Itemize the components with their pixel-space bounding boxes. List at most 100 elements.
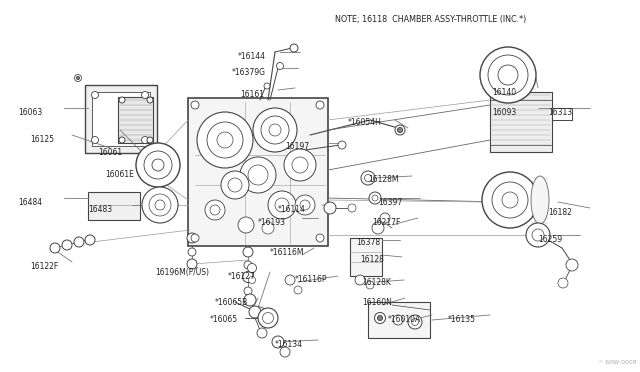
Circle shape	[221, 171, 249, 199]
Circle shape	[369, 192, 381, 204]
Circle shape	[488, 55, 528, 95]
Circle shape	[149, 194, 171, 216]
Circle shape	[280, 347, 290, 357]
Circle shape	[316, 234, 324, 242]
Circle shape	[276, 62, 284, 70]
Circle shape	[372, 195, 378, 201]
Bar	[85, 85, 157, 153]
Circle shape	[269, 124, 281, 136]
Circle shape	[243, 272, 253, 282]
Text: *16116P: *16116P	[295, 275, 328, 284]
Circle shape	[284, 149, 316, 181]
Circle shape	[378, 315, 383, 321]
Text: 16259: 16259	[538, 235, 562, 244]
Text: 16128K: 16128K	[362, 278, 391, 287]
Circle shape	[238, 217, 254, 233]
Circle shape	[155, 200, 165, 210]
Circle shape	[558, 278, 568, 288]
Circle shape	[338, 141, 346, 149]
Bar	[118, 97, 153, 143]
Text: 16197: 16197	[285, 142, 309, 151]
Circle shape	[295, 195, 315, 215]
Circle shape	[365, 174, 371, 182]
Circle shape	[228, 178, 242, 192]
Text: 16484: 16484	[18, 198, 42, 207]
Circle shape	[366, 281, 374, 289]
Text: NOTE; 16118  CHAMBER ASSY-THROTTLE (INC.*): NOTE; 16118 CHAMBER ASSY-THROTTLE (INC.*…	[335, 15, 526, 24]
Circle shape	[191, 101, 199, 109]
Circle shape	[498, 65, 518, 85]
Circle shape	[244, 261, 252, 269]
Circle shape	[244, 294, 256, 306]
Circle shape	[275, 198, 289, 212]
Circle shape	[257, 328, 267, 338]
Circle shape	[526, 223, 550, 247]
Circle shape	[292, 157, 308, 173]
Text: 16122F: 16122F	[30, 262, 58, 271]
Circle shape	[249, 306, 261, 318]
Circle shape	[144, 151, 172, 179]
Text: *16010A: *16010A	[388, 315, 421, 324]
Text: 16061: 16061	[98, 148, 122, 157]
Circle shape	[380, 213, 390, 223]
Text: 16128: 16128	[360, 255, 384, 264]
Circle shape	[248, 263, 257, 273]
Circle shape	[188, 248, 196, 256]
Circle shape	[290, 44, 298, 52]
Circle shape	[492, 182, 528, 218]
Circle shape	[480, 47, 536, 103]
Circle shape	[187, 233, 197, 243]
Circle shape	[248, 276, 255, 283]
Text: ^ 60W 0008: ^ 60W 0008	[598, 360, 637, 365]
Circle shape	[74, 74, 81, 81]
Circle shape	[191, 234, 199, 242]
Text: 16196M(F/US): 16196M(F/US)	[155, 268, 209, 277]
Circle shape	[262, 312, 273, 324]
Circle shape	[147, 97, 153, 103]
Text: *16116M: *16116M	[270, 248, 305, 257]
Text: 16093: 16093	[492, 108, 516, 117]
Bar	[350, 238, 382, 276]
Circle shape	[268, 191, 296, 219]
Circle shape	[482, 172, 538, 228]
Circle shape	[316, 101, 324, 109]
Circle shape	[566, 259, 578, 271]
Circle shape	[205, 200, 225, 220]
Text: *16054H: *16054H	[348, 118, 382, 127]
Circle shape	[92, 92, 99, 99]
Circle shape	[119, 97, 125, 103]
Circle shape	[240, 157, 276, 193]
Circle shape	[361, 171, 375, 185]
Circle shape	[255, 307, 265, 317]
Circle shape	[141, 92, 148, 99]
Circle shape	[355, 275, 365, 285]
Text: *16065: *16065	[210, 315, 238, 324]
Circle shape	[210, 205, 220, 215]
Circle shape	[348, 204, 356, 212]
Circle shape	[119, 137, 125, 143]
Text: 16061E: 16061E	[105, 170, 134, 179]
Text: *16379G: *16379G	[232, 68, 266, 77]
Circle shape	[532, 229, 544, 241]
Text: 16378: 16378	[356, 238, 380, 247]
Circle shape	[372, 222, 384, 234]
Text: *16193: *16193	[258, 218, 286, 227]
Circle shape	[147, 137, 153, 143]
Circle shape	[393, 315, 403, 325]
Circle shape	[77, 77, 79, 80]
Circle shape	[324, 202, 336, 214]
Circle shape	[262, 222, 274, 234]
Circle shape	[136, 143, 180, 187]
Circle shape	[272, 336, 284, 348]
Text: 16160N: 16160N	[362, 298, 392, 307]
Circle shape	[217, 132, 233, 148]
Text: *16065B: *16065B	[215, 298, 248, 307]
Circle shape	[294, 286, 302, 294]
Circle shape	[397, 128, 403, 132]
Text: *16127: *16127	[228, 272, 256, 281]
Circle shape	[197, 112, 253, 168]
Text: 16313: 16313	[548, 108, 572, 117]
Circle shape	[152, 159, 164, 171]
Text: 16140: 16140	[492, 88, 516, 97]
Circle shape	[62, 240, 72, 250]
